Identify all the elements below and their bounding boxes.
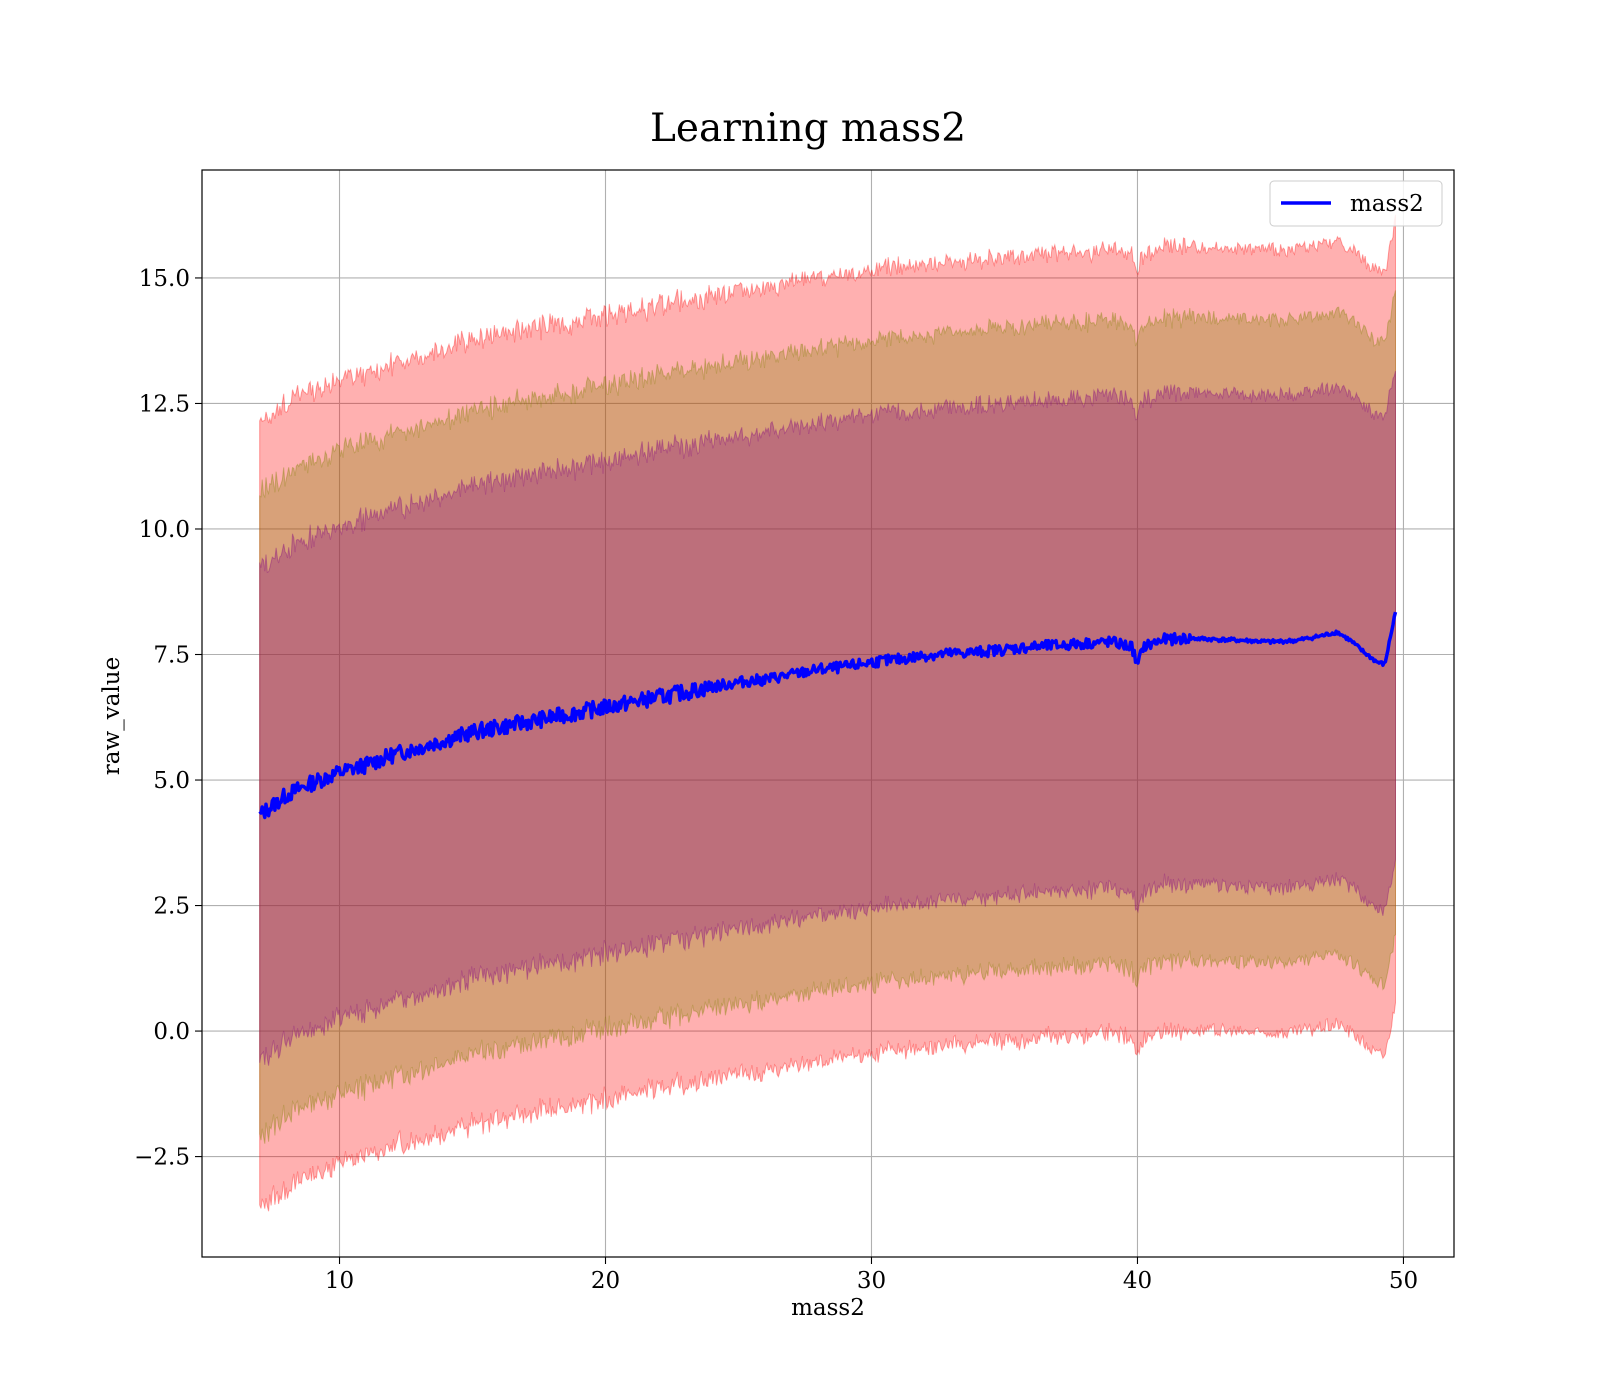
y-tick-label: 7.5 [153,643,190,669]
plot-frame [201,169,1455,1258]
x-tick-label: 40 [1123,1268,1152,1294]
y-tick-label: 0.0 [153,1019,190,1045]
y-axis-label: raw_value [99,657,125,775]
band-inner [259,370,1396,1066]
y-tick-label: 12.5 [139,391,190,417]
chart-title: Learning mass2 [650,106,966,151]
band-layer [259,214,1396,1212]
x-tick-label: 20 [591,1268,620,1294]
x-tick-label: 50 [1389,1268,1418,1294]
y-tick-label: −2.5 [134,1145,190,1171]
y-tick-label: 15.0 [139,266,190,292]
tick-layer: 10 20 30 40 50 −2.5 0.0 2.5 5.0 7.5 10.0 12.5 15.0 [134,266,1418,1294]
legend-box [1269,180,1443,227]
x-axis-label: mass2 [791,1295,865,1321]
series-line-mass2 [258,611,1398,820]
line-layer [258,611,1398,820]
grid-layer [202,170,1454,1257]
legend: mass2 [1269,180,1443,227]
band-outer [259,214,1396,1212]
x-tick-label: 30 [857,1268,886,1294]
y-tick-label: 10.0 [139,517,190,543]
y-tick-label: 5.0 [153,768,190,794]
band-middle [259,290,1396,1144]
y-tick-label: 2.5 [153,894,190,920]
x-tick-label: 10 [325,1268,354,1294]
legend-entry-mass2: mass2 [1350,191,1424,217]
